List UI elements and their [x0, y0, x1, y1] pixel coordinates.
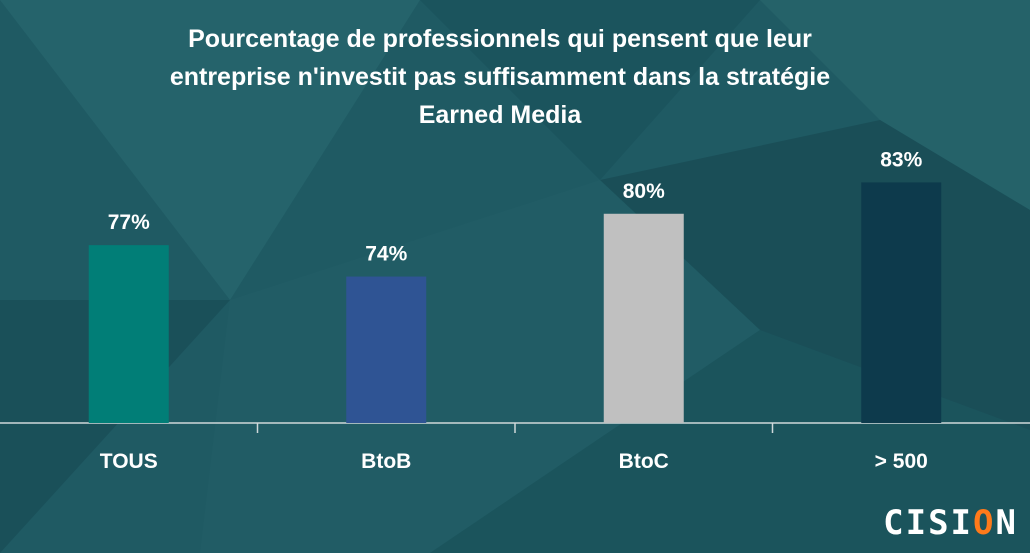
chart-title-line-1: Pourcentage de professionnels qui pensen… — [188, 25, 812, 53]
category-label: TOUS — [100, 450, 158, 473]
category-label: > 500 — [875, 450, 928, 473]
category-label: BtoB — [361, 450, 411, 473]
chart-title-line-3: Earned Media — [418, 101, 582, 129]
bar-value-label: 74% — [365, 243, 407, 266]
bar-2 — [603, 213, 684, 423]
bar-3 — [861, 182, 942, 423]
bar-value-label: 83% — [880, 148, 922, 171]
bar-0 — [88, 245, 169, 423]
chart-title: Pourcentage de professionnels qui pensen… — [130, 20, 870, 134]
chart-title-line-2: entreprise n'investit pas suffisamment d… — [169, 63, 831, 91]
category-label: BtoC — [619, 450, 669, 473]
bar-1 — [346, 276, 427, 423]
cision-logo: CISION — [883, 503, 1018, 543]
bar-value-label: 77% — [108, 211, 150, 234]
bar-value-label: 80% — [623, 180, 665, 203]
